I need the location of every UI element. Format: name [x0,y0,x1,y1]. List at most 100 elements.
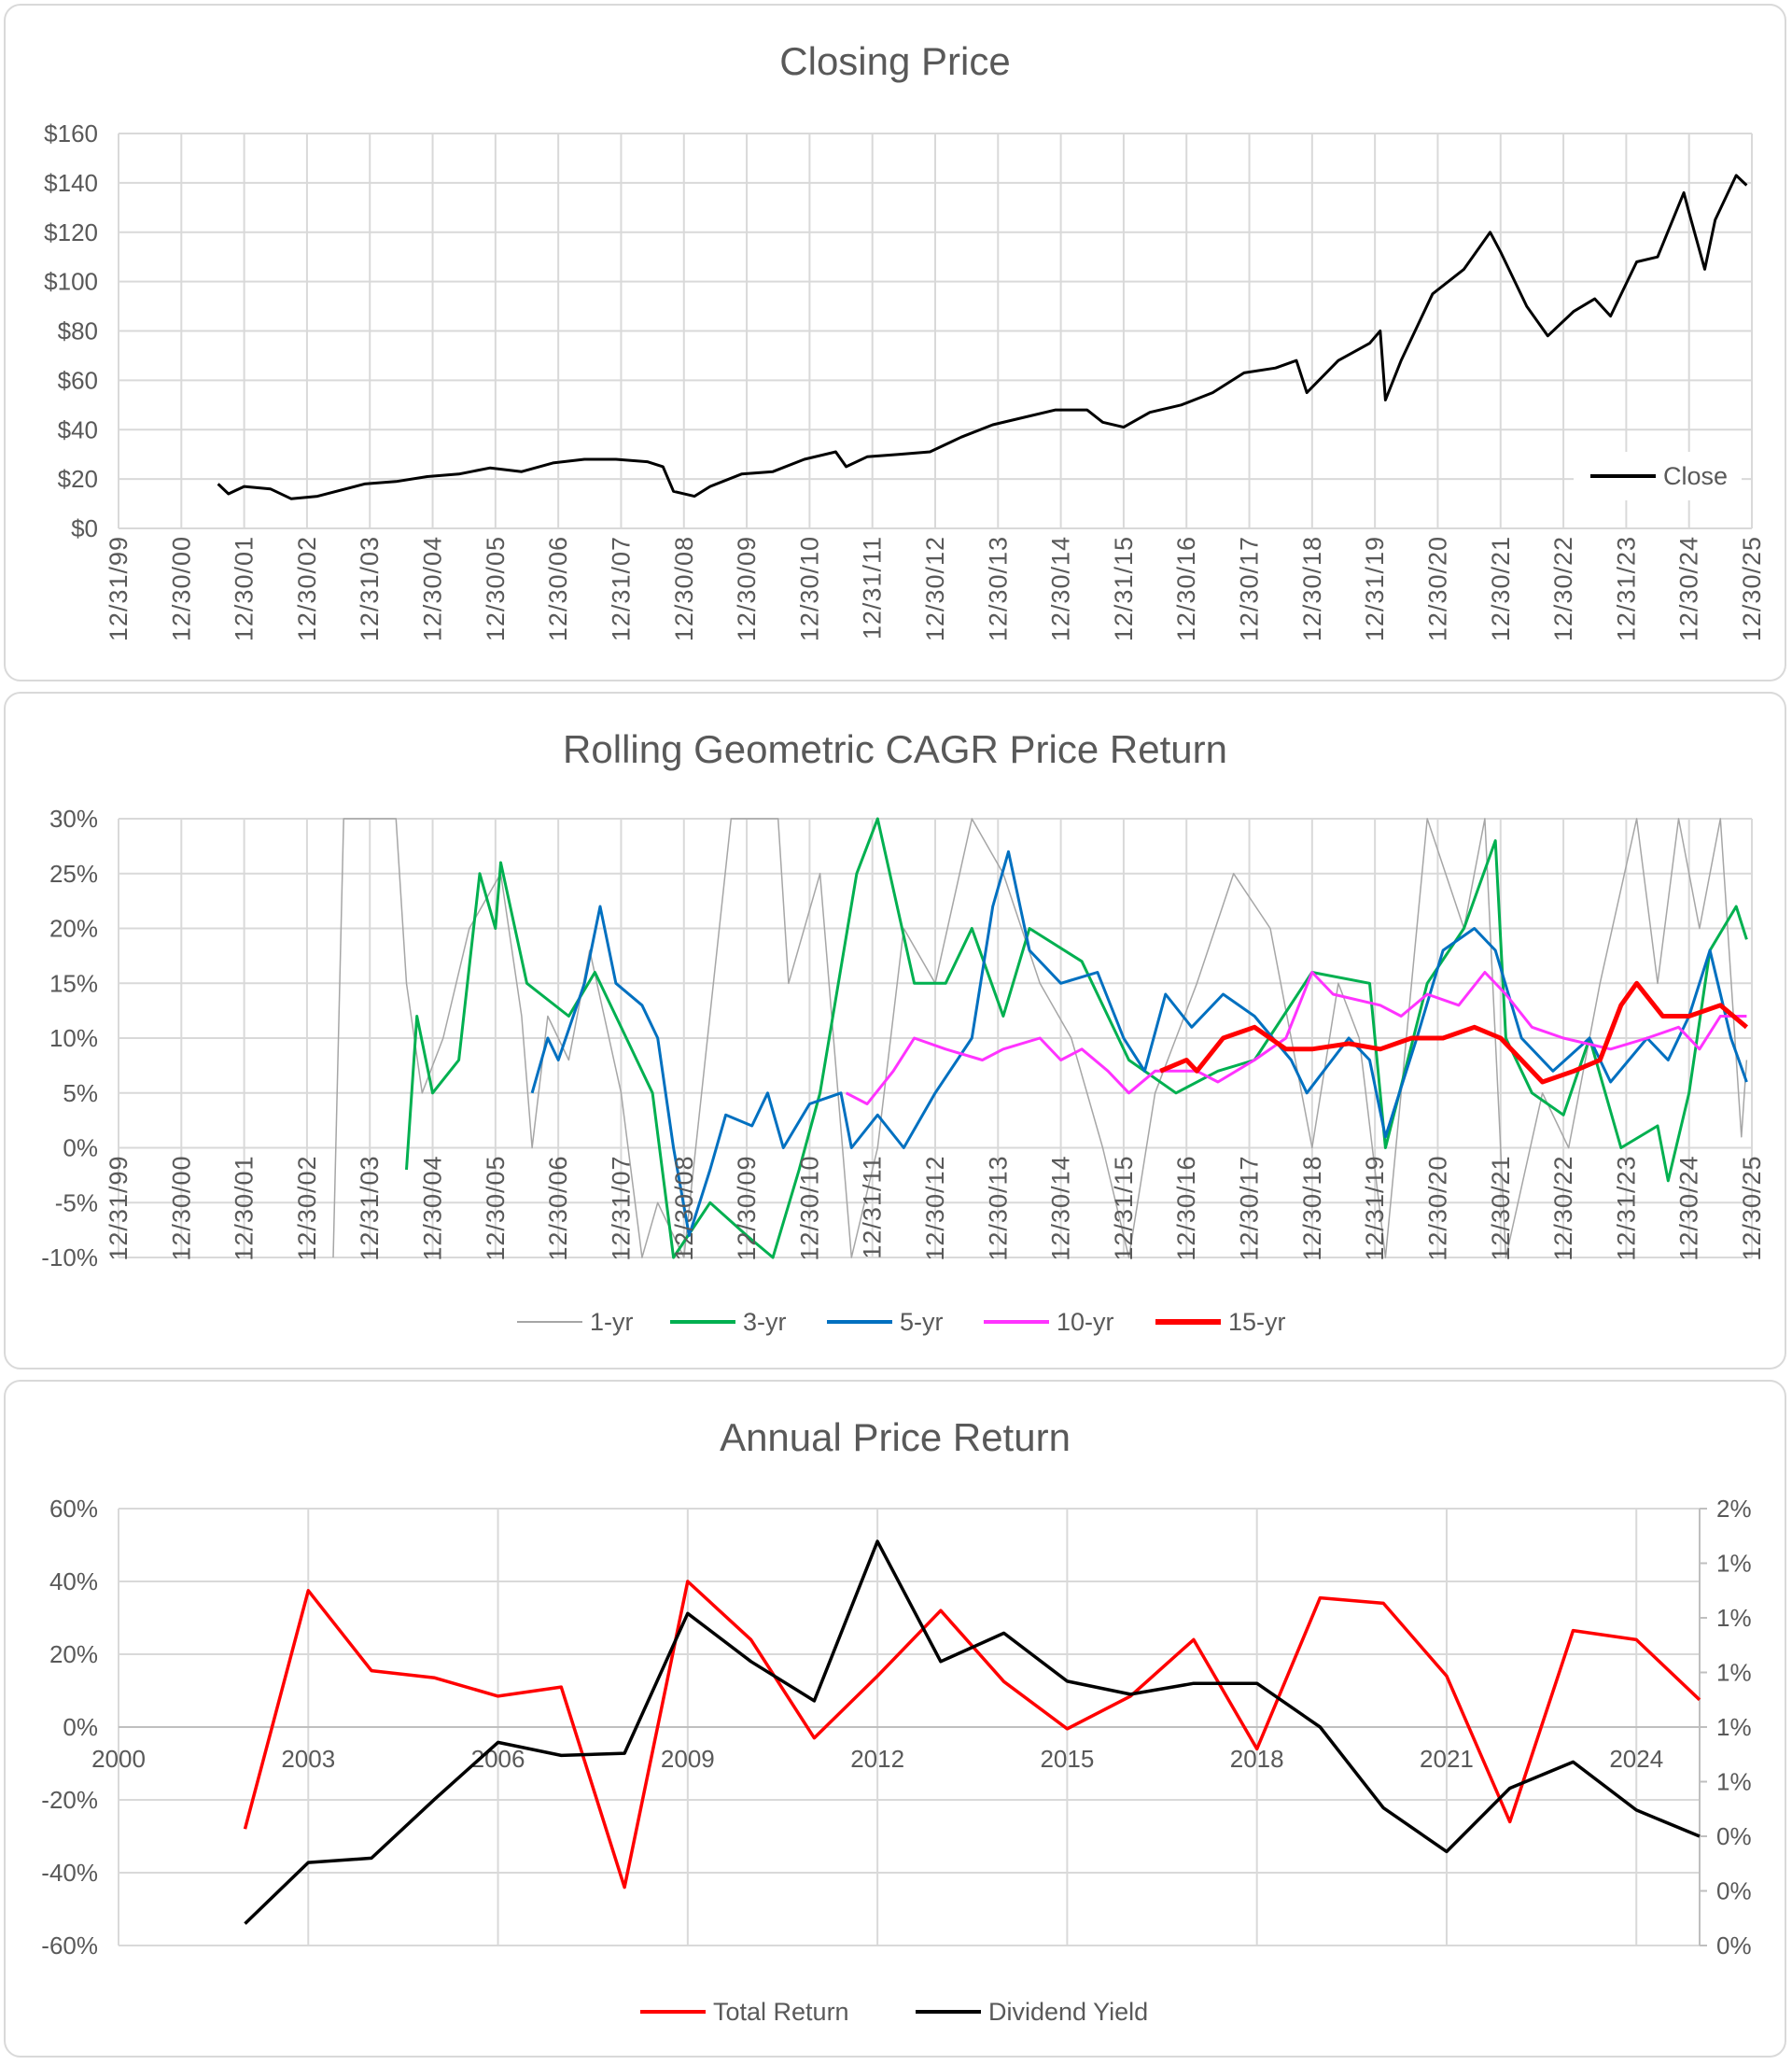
x-tick-label: 12/31/15 [1110,1156,1138,1261]
x-tick-label: 12/30/14 [1047,536,1075,641]
y-tick-label: $160 [44,119,98,148]
x-tick-label: 12/30/18 [1298,536,1326,641]
x-tick-label: 12/30/02 [293,536,321,641]
x-tick-label: 12/30/00 [167,1156,195,1261]
x-tick-label: 12/30/12 [921,1156,949,1261]
x-tick-label: 12/30/10 [795,536,823,641]
x-tick-label: 12/30/20 [1423,536,1451,641]
y-tick-label: 20% [49,1640,98,1668]
x-tick-label: 12/31/03 [356,1156,384,1261]
x-tick-label: 12/30/04 [419,1156,447,1261]
x-tick-label: 12/30/01 [231,1156,259,1261]
rolling-cagr-panel: Rolling Geometric CAGR Price Return -10%… [4,692,1786,1370]
y2-tick-label: 1% [1716,1768,1752,1796]
x-tick-label: 12/30/17 [1236,536,1264,641]
x-tick-label: 12/31/07 [607,1156,635,1261]
legend-label: 3-yr [743,1308,787,1336]
series-line-10-yr [845,971,1747,1105]
series-line-3-yr [405,817,1748,1259]
x-tick-label: 12/30/18 [1298,1156,1326,1261]
annual-return-chart: -60% -40% -20% 0% 20% 40% 60% 0% 0% 0% 1% 1% 1% 1% 1% 2… [41,1495,1752,2026]
y-tick-label: 0% [63,1134,98,1162]
y-tick-label: 0% [63,1713,98,1741]
series-line-dividend-yield [244,1539,1701,1925]
y-tick-label: -10% [41,1243,98,1271]
y-tick-label: -5% [55,1188,98,1216]
y-tick-label: $100 [44,268,98,296]
y-tick-label: 10% [49,1024,98,1052]
x-tick-label: 12/30/22 [1549,536,1577,641]
x-tick-label: 12/30/04 [419,536,447,641]
x-tick-label: 2003 [281,1745,335,1773]
x-tick-label: 12/30/05 [482,536,510,641]
closing-price-panel: Closing Price $0 $20 $40 $60 $80 $100 $120 $140… [4,4,1786,681]
y-tick-label: -20% [41,1786,98,1814]
chart-title: Annual Price Return [720,1415,1071,1459]
x-tick-label: 12/31/07 [607,536,635,641]
y-tick-label: 5% [63,1079,98,1107]
legend-label: Close [1663,462,1728,490]
y2-tick-label: 0% [1716,1932,1752,1960]
x-tick-label: 12/31/23 [1612,536,1640,641]
y-tick-label: -60% [41,1932,98,1960]
x-tick-label: 12/31/15 [1110,536,1138,641]
x-tick-label: 12/31/99 [105,1156,133,1261]
y-tick-label: $80 [58,317,98,345]
y2-tick-label: 1% [1716,1713,1752,1741]
legend-label: 15-yr [1228,1308,1286,1336]
legend-label: Total Return [713,1998,849,2026]
x-tick-label: 12/30/13 [984,1156,1012,1261]
y-tick-label: $0 [71,514,98,542]
x-tick-label: 12/30/02 [293,1156,321,1261]
y-tick-label: $140 [44,169,98,197]
y-tick-label: 60% [49,1495,98,1523]
x-tick-label: 2000 [91,1745,146,1773]
x-tick-label: 12/31/11 [859,1156,887,1259]
y-tick-label: $120 [44,218,98,246]
legend-label: 1-yr [590,1308,634,1336]
x-tick-label: 12/30/21 [1487,1156,1515,1261]
x-tick-label: 12/30/25 [1738,1156,1766,1261]
x-tick-label: 12/31/11 [859,536,887,639]
x-tick-label: 12/30/01 [231,536,259,641]
y2-tick-label: 0% [1716,1877,1752,1905]
y2-tick-label: 1% [1716,1604,1752,1632]
x-tick-label: 2024 [1609,1745,1663,1773]
y-tick-label: 20% [49,915,98,943]
x-tick-label: 12/30/16 [1172,536,1200,641]
y-tick-label: -40% [41,1859,98,1887]
series-line-total-return [243,1580,1701,1889]
x-tick-label: 12/31/19 [1361,1156,1389,1261]
x-tick-label: 12/30/22 [1549,1156,1577,1261]
annual-return-panel: Annual Price Return -60% -40% -20% 0% 20% 40%… [4,1380,1786,2058]
x-tick-label: 12/30/08 [670,536,698,641]
rolling-cagr-chart: -10% -5% 0% 5% 10% 15% 20% 25% 30% 12/31/99 12/30/… [41,805,1766,1336]
x-tick-label: 2021 [1420,1745,1474,1773]
x-tick-label: 12/31/99 [105,536,133,641]
y2-tick-label: 1% [1716,1550,1752,1578]
x-tick-label: 2012 [850,1745,904,1773]
y2-tick-label: 0% [1716,1822,1752,1850]
y-tick-label: $60 [58,366,98,394]
series-line-15-yr [1159,980,1749,1085]
x-tick-label: 12/30/25 [1738,536,1766,641]
chart-title: Rolling Geometric CAGR Price Return [563,727,1227,771]
x-tick-label: 12/30/17 [1236,1156,1264,1261]
x-tick-label: 12/30/13 [984,536,1012,641]
y-tick-label: 15% [49,969,98,997]
legend-label: 5-yr [900,1308,944,1336]
x-tick-label: 12/30/21 [1487,536,1515,641]
x-tick-label: 12/30/20 [1423,1156,1451,1261]
x-tick-label: 12/30/10 [795,1156,823,1261]
y2-tick-label: 2% [1716,1495,1752,1523]
x-tick-label: 12/30/12 [921,536,949,641]
closing-price-chart: $0 $20 $40 $60 $80 $100 $120 $140 $160 12/31/99 12… [44,119,1766,641]
x-tick-label: 12/30/24 [1675,536,1703,641]
series-line-close [217,174,1748,500]
x-tick-label: 12/30/05 [482,1156,510,1261]
chart-title: Closing Price [779,39,1011,83]
x-tick-label: 12/30/09 [733,1156,761,1261]
x-tick-label: 12/30/09 [733,536,761,641]
y-tick-label: $20 [58,465,98,493]
x-tick-label: 12/30/00 [167,536,195,641]
